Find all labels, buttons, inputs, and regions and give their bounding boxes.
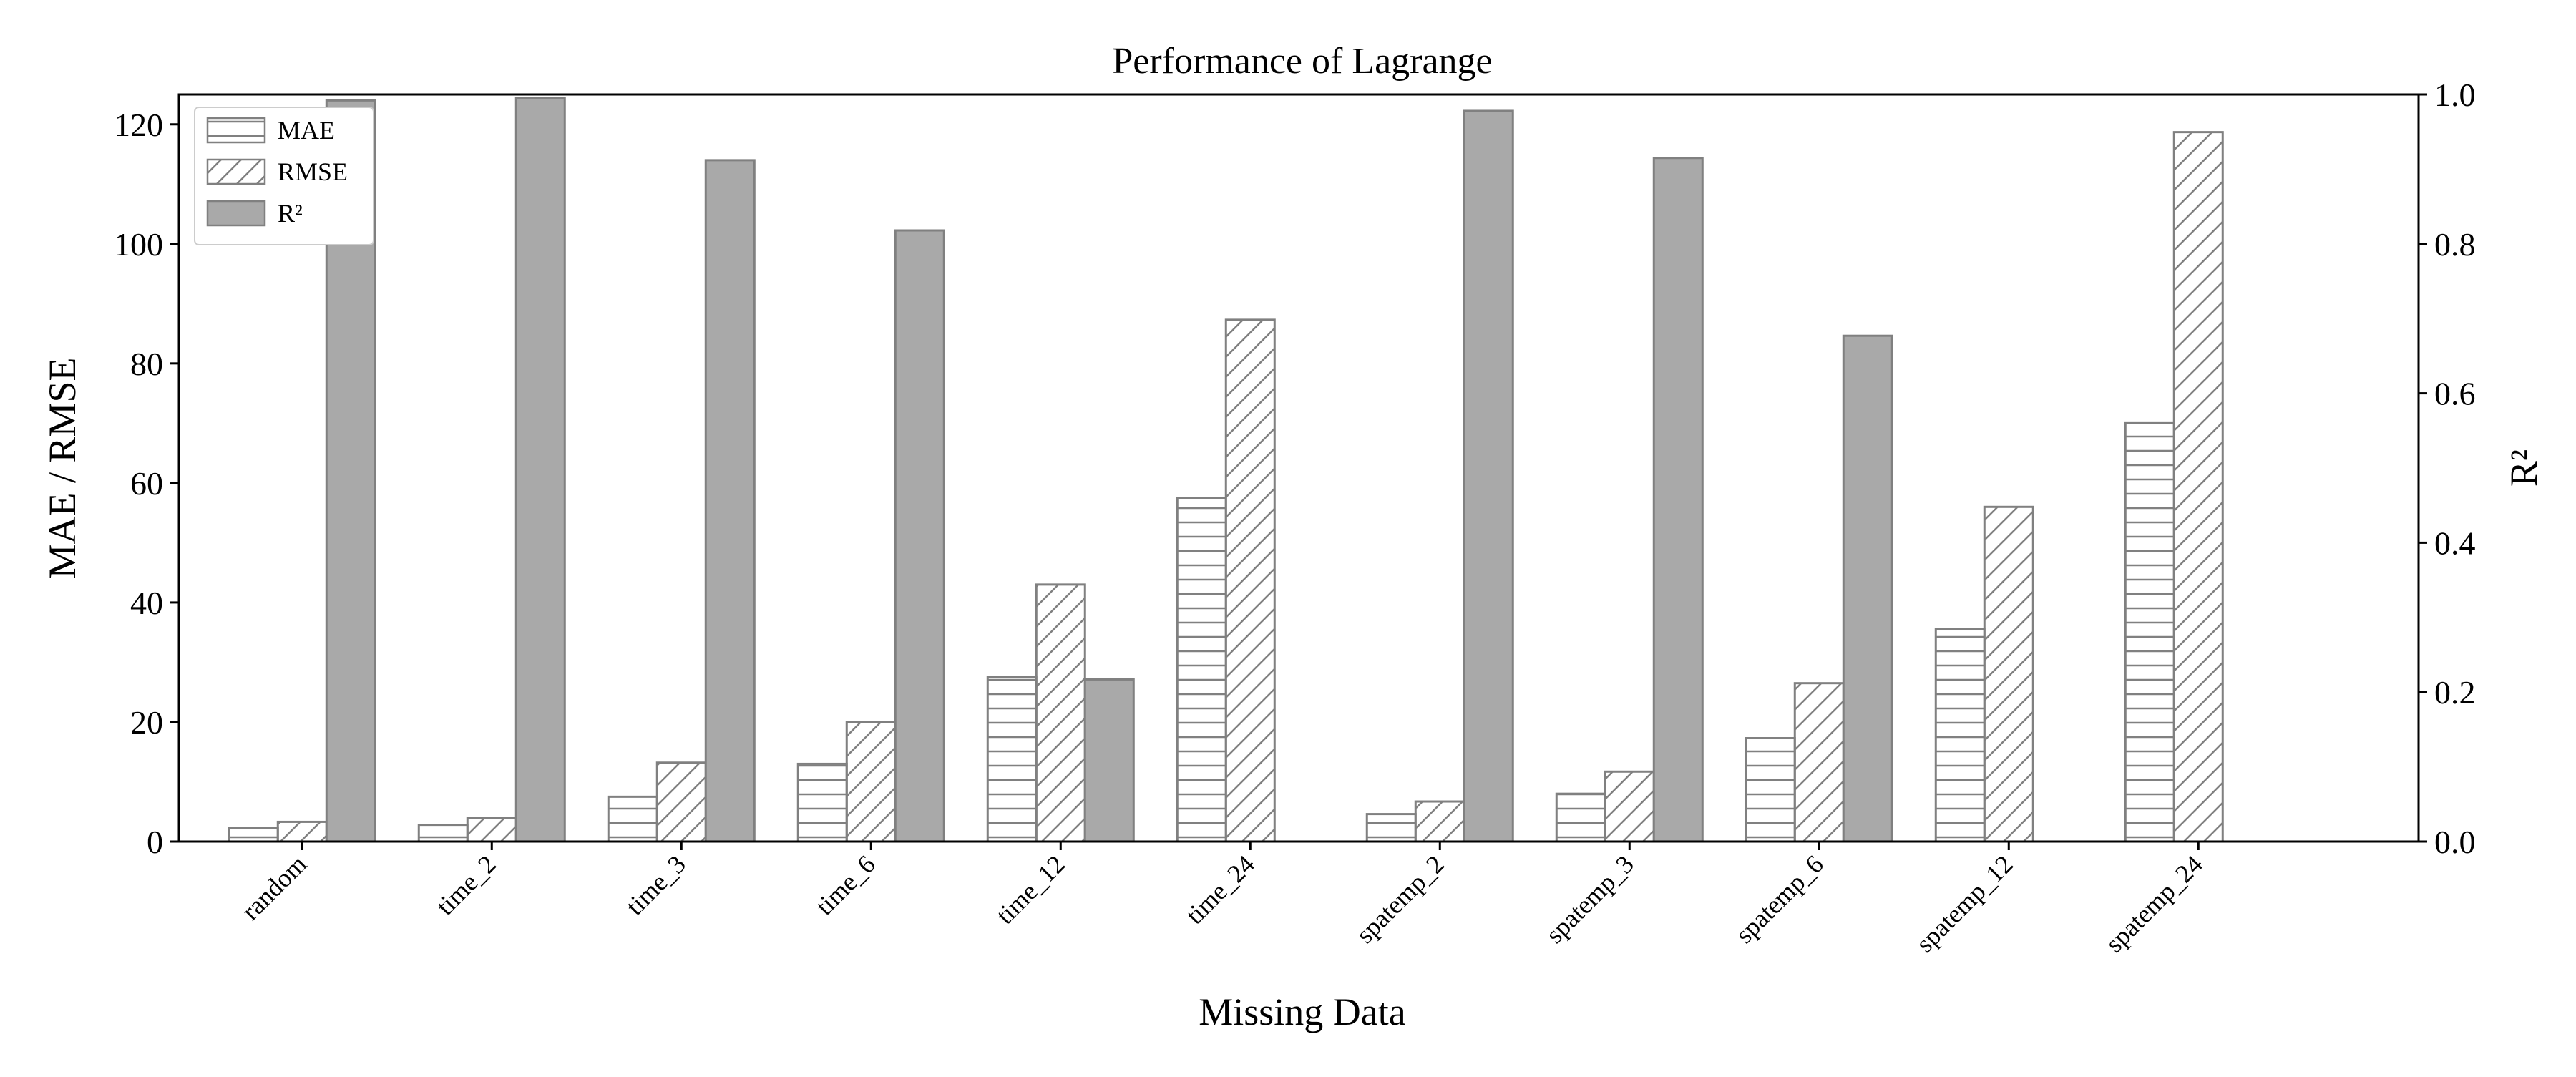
bar-mae-spatemp_6 [1745,737,1796,843]
right-axis-title: R² [2502,449,2545,487]
bars-layer [228,97,2224,843]
chart-title: Performance of Lagrange [1112,41,1492,82]
right-tick-label: 1.0 [2434,77,2476,113]
legend: MAE RMSE R² [194,107,374,245]
bar-rmse-spatemp_24 [2172,131,2224,843]
x-tick-label-time_6: time_6 [810,849,881,920]
bar-rmse-time_6 [845,721,897,843]
bar-rmse-spatemp_2 [1414,800,1465,843]
bar-mae-time_24 [1176,497,1227,843]
right-tick-label: 0.0 [2434,824,2476,860]
bar-mae-spatemp_2 [1365,813,1417,843]
right-tick-label: 0.4 [2434,525,2476,561]
right-axis: 0.0 0.2 0.4 0.6 0.8 1.0 [2419,77,2476,860]
x-tick-label-spatemp_6: spatemp_6 [1729,849,1829,949]
left-tick-label: 60 [130,465,163,502]
legend-label-mae: MAE [278,116,335,145]
x-tick-label-spatemp_12: spatemp_12 [1911,849,2019,957]
legend-swatch-mae [206,117,266,144]
x-tick-label-time_24: time_24 [1180,849,1260,930]
x-tick-label-spatemp_3: spatemp_3 [1540,849,1639,949]
bar-mae-time_3 [607,795,658,843]
x-tick-label-spatemp_2: spatemp_2 [1350,849,1450,949]
left-axis-title: MAE / RMSE [41,357,84,578]
bar-rmse-time_2 [466,817,517,843]
legend-label-rmse: RMSE [278,157,348,186]
left-tick-label: 40 [130,585,163,621]
bar-mae-time_6 [796,762,848,843]
x-tick-label-random: random [236,849,312,925]
legend-swatch-rmse [206,158,266,185]
bar-rmse-time_12 [1035,583,1086,843]
bar-r2-time_2 [514,97,566,843]
bar-mae-spatemp_24 [2124,421,2175,843]
x-tick-label-time_3: time_3 [620,849,691,920]
bar-r2-spatemp_6 [1842,334,1893,843]
left-tick-label: 0 [147,824,163,860]
plot-frame [177,93,2420,843]
x-axis: random time_2 time_3 time_6 time_12 time_24 sp… [236,842,2208,958]
bar-mae-random [228,827,279,843]
bar-rmse-time_24 [1224,318,1276,843]
bar-r2-spatemp_3 [1652,157,1704,843]
right-tick-label: 0.6 [2434,376,2476,412]
bar-r2-time_3 [704,159,756,843]
bar-rmse-spatemp_12 [1983,505,2034,843]
bar-rmse-spatemp_3 [1604,770,1655,843]
x-tick-label-time_2: time_2 [431,849,502,920]
x-axis-title: Missing Data [1199,990,1406,1033]
right-tick-label: 0.2 [2434,674,2476,711]
left-tick-label: 20 [130,704,163,741]
right-tick-label: 0.8 [2434,226,2476,263]
left-tick-label: 100 [114,226,163,263]
bar-r2-time_6 [894,229,945,843]
bar-mae-spatemp_3 [1555,792,1606,843]
legend-label-r2: R² [278,199,303,228]
left-axis: 0 20 40 60 80 100 120 [114,107,179,860]
left-tick-label: 80 [130,346,163,382]
bar-mae-spatemp_12 [1934,628,1986,843]
bar-mae-time_12 [986,676,1038,843]
x-tick-label-spatemp_24: spatemp_24 [2100,849,2208,957]
left-tick-label: 120 [114,107,163,143]
bar-rmse-random [276,820,328,843]
bar-mae-time_2 [417,824,469,843]
legend-swatch-r2 [206,200,266,227]
bar-r2-spatemp_2 [1463,109,1514,843]
x-tick-label-time_12: time_12 [990,849,1070,930]
bar-r2-time_12 [1083,678,1135,843]
bar-rmse-time_3 [655,761,707,843]
bar-rmse-spatemp_6 [1793,682,1845,843]
